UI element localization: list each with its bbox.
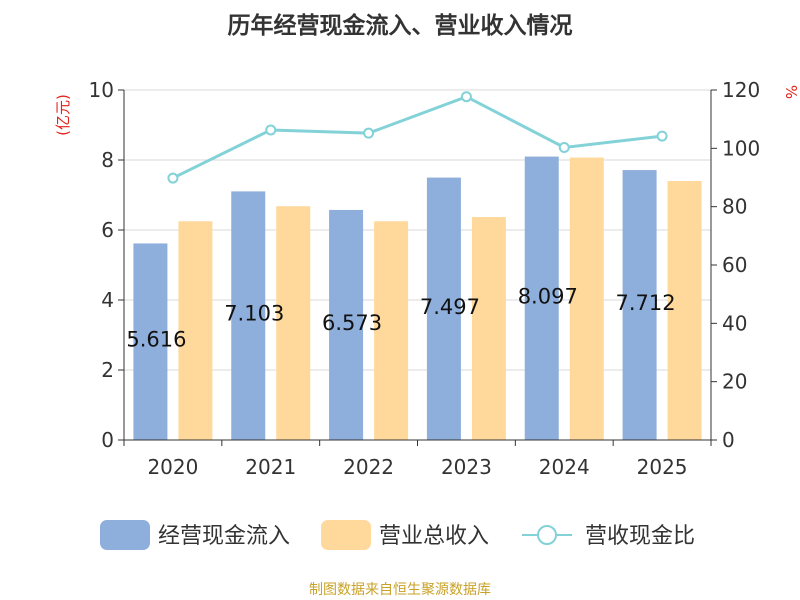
x-tick-label: 2023 xyxy=(441,455,492,479)
ratio-line xyxy=(172,95,663,180)
bars xyxy=(133,156,702,441)
left-tick-label: 6 xyxy=(101,218,114,242)
x-tick-label: 2025 xyxy=(637,455,688,479)
axes xyxy=(118,89,717,446)
revenue-bar xyxy=(667,181,702,440)
ratio-point xyxy=(167,172,179,184)
ratio-point xyxy=(265,124,277,136)
left-axis-label: (亿元) xyxy=(54,94,72,136)
left-tick-label: 0 xyxy=(101,428,114,452)
right-tick-label: 80 xyxy=(722,195,747,219)
bar-data-label: 7.497 xyxy=(420,295,480,319)
cash-inflow-bar xyxy=(329,209,364,440)
right-tick-label: 100 xyxy=(722,136,760,160)
right-tick-label: 0 xyxy=(722,428,735,452)
grid-lines xyxy=(124,89,711,371)
source-note: 制图数据来自恒生聚源数据库 xyxy=(309,582,491,598)
ratio-point xyxy=(656,130,668,142)
legend-swatch xyxy=(321,520,371,550)
cash-inflow-bar xyxy=(231,191,266,440)
bar-data-label: 8.097 xyxy=(518,284,578,308)
x-tick-label: 2022 xyxy=(343,455,394,479)
ratio-point xyxy=(558,141,570,153)
right-axis-label: % xyxy=(782,85,800,99)
ratio-point xyxy=(460,91,472,103)
bar-data-label: 7.103 xyxy=(224,302,284,326)
right-tick-label: 20 xyxy=(722,370,747,394)
x-tick-label: 2021 xyxy=(245,455,296,479)
cash-inflow-bar xyxy=(524,156,559,441)
x-tick-label: 2020 xyxy=(147,455,198,479)
left-tick-label: 2 xyxy=(101,358,114,382)
legend: 经营现金流入 营业总收入 营收现金比 xyxy=(100,520,695,550)
revenue-bar xyxy=(471,217,506,440)
ratio-point xyxy=(363,127,375,139)
right-tick-label: 40 xyxy=(722,311,747,335)
legend-swatch xyxy=(100,520,150,550)
bar-data-label: 7.712 xyxy=(616,291,676,315)
left-tick-label: 10 xyxy=(89,78,114,102)
revenue-bar xyxy=(178,221,213,440)
ratio-line-series xyxy=(167,91,668,184)
legend-label: 营收现金比 xyxy=(585,524,695,549)
legend-label: 营业总收入 xyxy=(379,524,489,549)
bar-data-label: 5.616 xyxy=(126,328,186,352)
cash-inflow-bar xyxy=(622,170,657,440)
left-tick-label: 4 xyxy=(101,288,114,312)
revenue-bar xyxy=(374,221,409,440)
legend-marker xyxy=(537,525,557,545)
x-tick-label: 2024 xyxy=(539,455,590,479)
cash-inflow-bar xyxy=(426,177,461,441)
bar-data-label: 6.573 xyxy=(322,311,382,335)
right-tick-label: 60 xyxy=(722,253,747,277)
chart-title: 历年经营现金流入、营业收入情况 xyxy=(228,12,573,39)
revenue-bar xyxy=(276,206,311,440)
left-tick-label: 8 xyxy=(101,148,114,172)
data-labels: 5.616 7.103 6.573 7.497 8.097 7.712 xyxy=(126,284,675,351)
legend-label: 经营现金流入 xyxy=(158,524,290,549)
revenue-bar xyxy=(569,157,604,441)
right-tick-label: 120 xyxy=(722,78,760,102)
cash-inflow-bar xyxy=(133,243,168,440)
